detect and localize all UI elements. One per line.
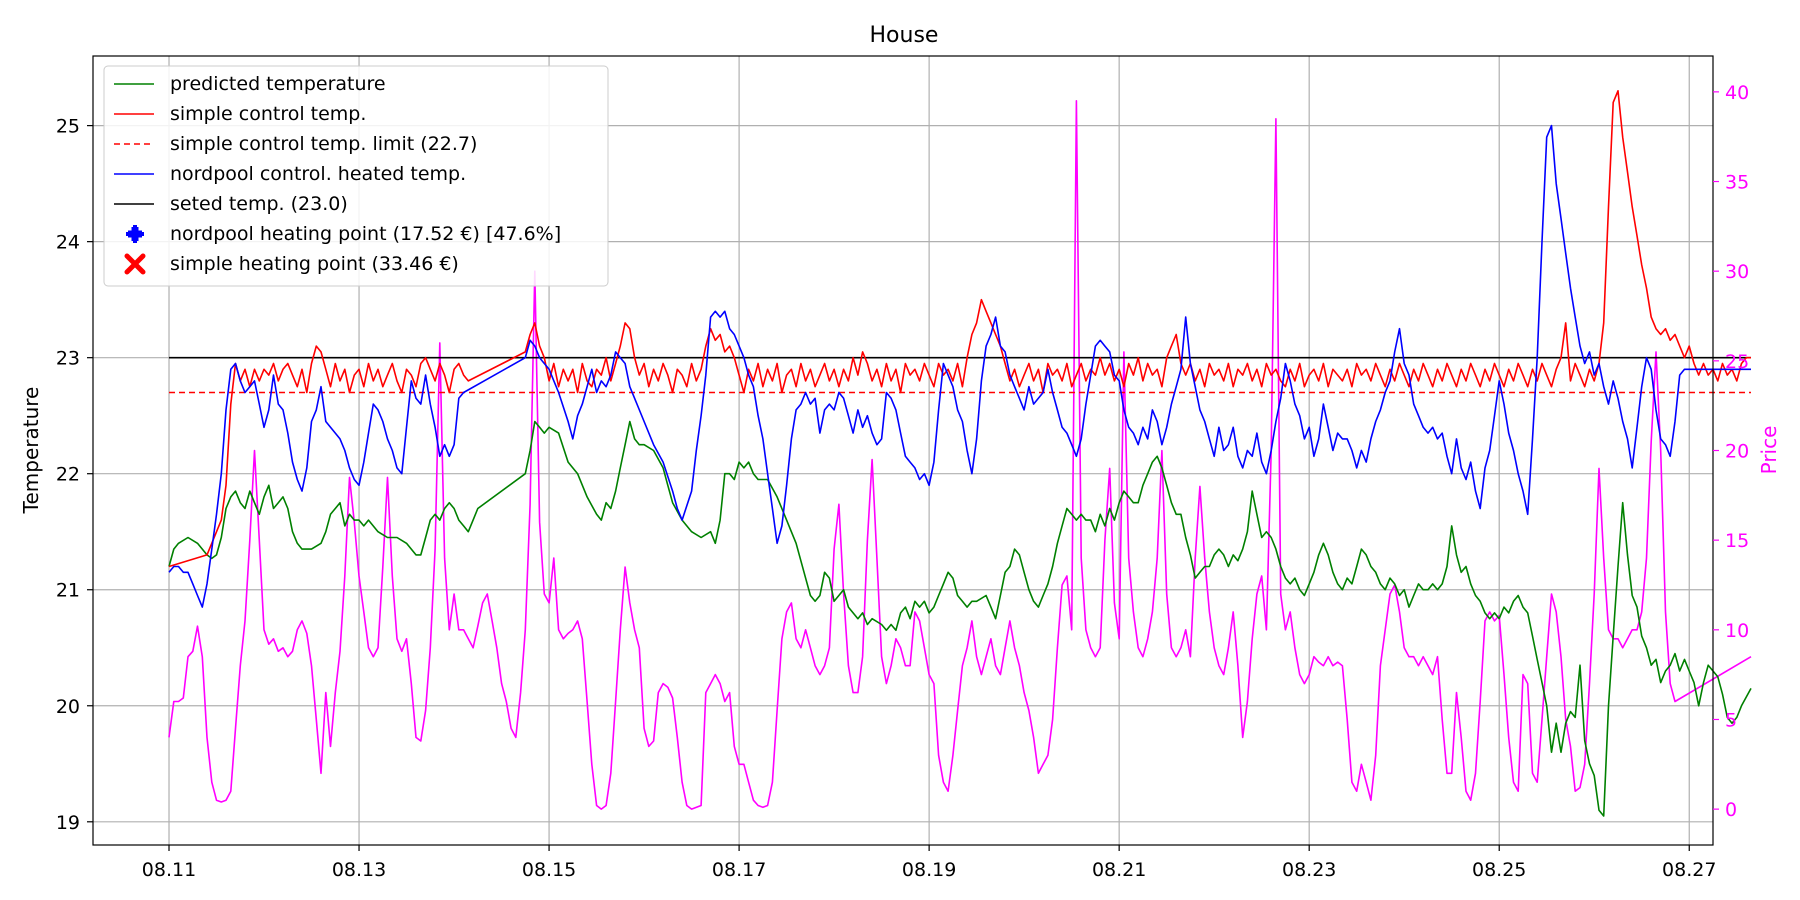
legend-label: nordpool heating point (17.52 €) [47.6%] [170,223,561,245]
series-price [168,100,1752,810]
series-predicted-temperature [168,420,1752,817]
legend-cross-b [124,253,146,275]
legend: predicted temperature simple control temp… [103,65,609,287]
y2-tick-label: 30 [1725,261,1749,283]
y2-tick-label: 15 [1725,530,1749,552]
chart-title: House [870,23,939,48]
x-tick-label: 08.17 [712,859,766,881]
legend-label: simple control temp. [170,103,366,125]
x-tick-label: 08.23 [1282,859,1336,881]
y-axis-label: Temperature [19,387,43,515]
y-tick-label: 23 [56,348,80,370]
x-tick-label: 08.15 [522,859,576,881]
legend-label: predicted temperature [170,73,386,95]
y2-axis-label: Price [1757,426,1781,475]
y-axis-left: 19 20 21 22 23 24 25 [56,116,93,834]
legend-box [103,65,609,287]
x-tick-label: 08.19 [902,859,956,881]
legend-plus-marker [126,225,144,243]
legend-plus-vbar [133,225,137,243]
y2-tick-label: 10 [1725,620,1749,642]
x-tick-label: 08.21 [1092,859,1146,881]
y-axis-right: 0 5 10 15 20 25 30 35 40 [1713,82,1749,821]
legend-label: nordpool control. heated temp. [170,163,466,185]
x-tick-label: 08.27 [1662,859,1716,881]
legend-cross-marker [124,253,146,275]
y2-tick-label: 0 [1725,799,1737,821]
series-nordpool-control [168,124,1751,608]
series-simple-control-temp [168,90,1751,568]
y2-tick-label: 40 [1725,82,1749,104]
legend-label: seted temp. (23.0) [170,193,348,215]
x-tick-label: 08.11 [142,859,196,881]
y2-tick-label: 35 [1725,172,1749,194]
y-tick-label: 20 [56,696,80,718]
x-axis: 08.11 08.13 08.15 08.17 08.19 08.21 08.23 08.25… [142,845,1716,881]
y-tick-label: 21 [56,580,80,602]
legend-label: simple heating point (33.46 €) [170,253,459,275]
y-tick-label: 22 [56,464,80,486]
x-tick-label: 08.25 [1472,859,1526,881]
y-tick-label: 24 [56,232,80,254]
y2-tick-label: 20 [1725,441,1749,463]
y2-tick-label: 25 [1725,351,1749,373]
y2-tick-label: 5 [1725,709,1737,731]
y-tick-label: 19 [56,812,80,834]
x-tick-label: 08.13 [332,859,386,881]
legend-label: simple control temp. limit (22.7) [170,133,477,155]
y-tick-label: 25 [56,116,80,138]
series-layer [168,90,1752,817]
